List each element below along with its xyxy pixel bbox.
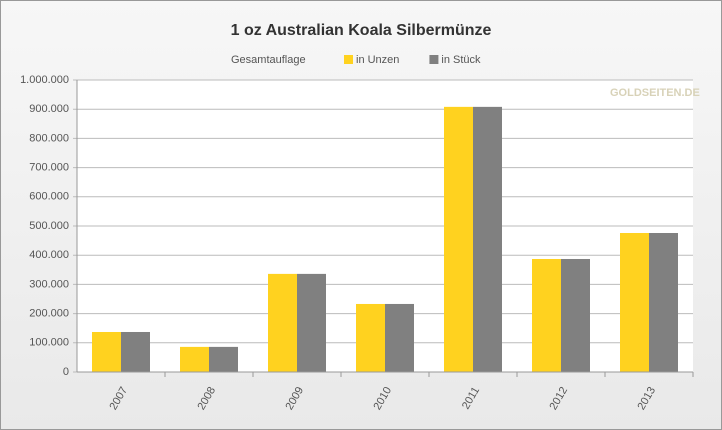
legend-swatch	[429, 55, 439, 64]
bar	[209, 346, 238, 372]
y-tick-label: 1.000.000	[20, 74, 69, 86]
chart-title: 1 oz Australian Koala Silbermünze	[231, 22, 492, 39]
legend-label: in Stück	[441, 54, 481, 66]
bar	[180, 346, 209, 372]
bar	[620, 233, 649, 372]
y-tick-label: 600.000	[29, 191, 69, 203]
bar	[649, 233, 678, 372]
bar	[121, 331, 150, 372]
bar	[92, 331, 121, 372]
y-tick-label: 700.000	[29, 162, 69, 174]
bar	[561, 258, 590, 372]
bar	[532, 258, 561, 372]
y-tick-label: 300.000	[29, 278, 69, 290]
bar	[385, 303, 414, 372]
y-tick-label: 100.000	[29, 337, 69, 349]
bar	[473, 106, 502, 372]
y-tick-label: 900.000	[29, 103, 69, 115]
watermark: GOLDSEITEN.DE	[610, 87, 700, 99]
bar	[268, 273, 297, 372]
y-tick-label: 400.000	[29, 249, 69, 261]
y-tick-label: 500.000	[29, 220, 69, 232]
y-tick-label: 0	[63, 366, 69, 378]
bar	[297, 273, 326, 372]
legend-title: Gesamtauflage	[231, 54, 306, 66]
y-tick-label: 200.000	[29, 308, 69, 320]
legend-label: in Unzen	[356, 54, 399, 66]
legend-swatch	[344, 55, 353, 64]
bar	[444, 106, 473, 372]
bar	[356, 303, 385, 372]
y-tick-label: 800.000	[29, 132, 69, 144]
